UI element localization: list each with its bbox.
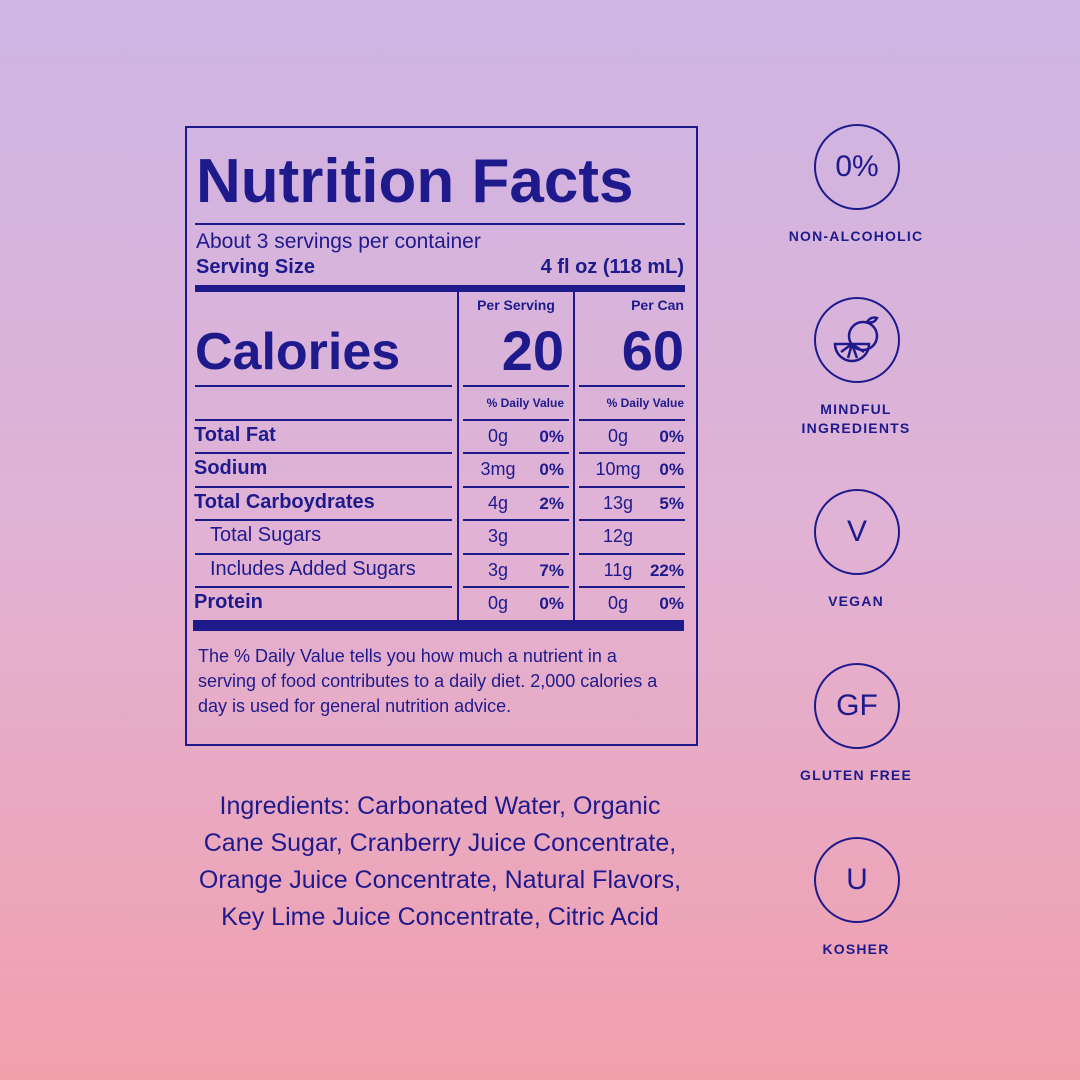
- badge-label: GLUTEN FREE: [800, 767, 912, 783]
- daily-value: 0%: [659, 460, 684, 480]
- ingredients-line: Orange Juice Concentrate, Natural Flavor…: [198, 866, 682, 894]
- daily-value: 0%: [539, 427, 564, 446]
- badge-icon: [814, 297, 900, 383]
- amount: 0g: [487, 593, 509, 613]
- badge-label: VEGAN: [828, 593, 884, 609]
- amount: 3mg: [480, 459, 516, 480]
- amount: 0g: [607, 426, 629, 446]
- daily-value-label: % Daily Value: [486, 396, 564, 410]
- daily-value-label: % Daily Value: [606, 396, 684, 410]
- serving-size-label: Serving Size: [196, 256, 315, 278]
- badge-icon: 0%: [814, 124, 900, 210]
- amount: 11g: [603, 559, 633, 580]
- daily-value: 5%: [659, 493, 684, 513]
- amount: 0g: [487, 426, 509, 446]
- rule: [195, 385, 452, 387]
- rule: [463, 419, 569, 421]
- rule: [463, 485, 569, 488]
- rule: [579, 385, 685, 387]
- rule: [195, 519, 452, 522]
- rule: [579, 586, 685, 588]
- ingredients-line: Ingredients: Carbonated Water, Organic: [219, 792, 661, 820]
- servings: About 3 servings per container: [196, 230, 481, 253]
- footnote: The % Daily Value tells you how much a n…: [198, 646, 658, 716]
- amount: 10mg: [595, 459, 641, 480]
- column-header: Per Can: [631, 297, 684, 313]
- rule: [463, 452, 569, 455]
- badge-icon: U: [814, 837, 900, 923]
- rule: [463, 586, 569, 588]
- rule: [195, 552, 452, 555]
- badge-icon: V: [814, 489, 900, 575]
- ingredients-line: Cane Sugar, Cranberry Juice Concentrate,: [203, 829, 677, 857]
- thick-rule: [195, 285, 685, 292]
- rule: [579, 552, 685, 555]
- calories-value: 20: [501, 319, 564, 382]
- daily-value: 0%: [659, 427, 684, 446]
- badge-label: MINDFUL INGREDIENTS: [801, 401, 911, 436]
- rule: [579, 452, 685, 455]
- nutrient-name: Sodium: [194, 457, 268, 480]
- rule: [195, 485, 452, 488]
- rule: [195, 586, 452, 588]
- rule: [579, 419, 685, 421]
- rule: [195, 419, 452, 421]
- amount: 3g: [487, 559, 509, 580]
- ingredients: Ingredients: Carbonated Water, Organic Ca…: [140, 788, 740, 936]
- rule: [579, 519, 685, 522]
- amount: 3g: [487, 526, 509, 547]
- nutrition-box: [185, 126, 698, 746]
- badge-label: NON-ALCOHOLIC: [788, 228, 924, 244]
- rule: [463, 552, 569, 555]
- daily-value: 0%: [659, 594, 684, 613]
- daily-value: 7%: [539, 560, 564, 580]
- nutrient-name: Total Sugars: [210, 524, 322, 547]
- amount: 4g: [487, 492, 509, 513]
- nutrient-name: Total Fat: [194, 424, 276, 446]
- calories-value: 60: [621, 319, 684, 382]
- badge-icon: GF: [814, 663, 900, 749]
- badge-label: KOSHER: [822, 941, 890, 957]
- amount: 12g: [602, 526, 634, 547]
- ingredients-line: Key Lime Juice Concentrate, Citric Acid: [221, 903, 659, 931]
- thick-rule: [193, 620, 684, 631]
- amount: 0g: [607, 593, 629, 613]
- rule: [579, 485, 685, 488]
- col-divider: [457, 292, 459, 620]
- rule: [195, 223, 685, 225]
- nutrient-name: Total Carboydrates: [194, 490, 375, 513]
- col-divider: [573, 292, 575, 620]
- citrus-icon: [833, 316, 879, 363]
- nutrient-name: Protein: [194, 591, 263, 613]
- amount: 13g: [602, 492, 634, 513]
- daily-value: 22%: [649, 560, 684, 580]
- title: Nutrition Facts: [196, 147, 634, 216]
- column-header: Per Serving: [477, 297, 555, 313]
- rule: [463, 385, 569, 387]
- daily-value: 0%: [539, 594, 564, 613]
- calories-label: Calories: [195, 323, 401, 381]
- daily-value: 0%: [539, 460, 564, 480]
- rule: [463, 519, 569, 522]
- nutrient-name: Includes Added Sugars: [210, 557, 416, 580]
- daily-value: 2%: [539, 493, 564, 513]
- serving-size: 4 fl oz (118 mL): [540, 256, 684, 278]
- rule: [195, 452, 452, 455]
